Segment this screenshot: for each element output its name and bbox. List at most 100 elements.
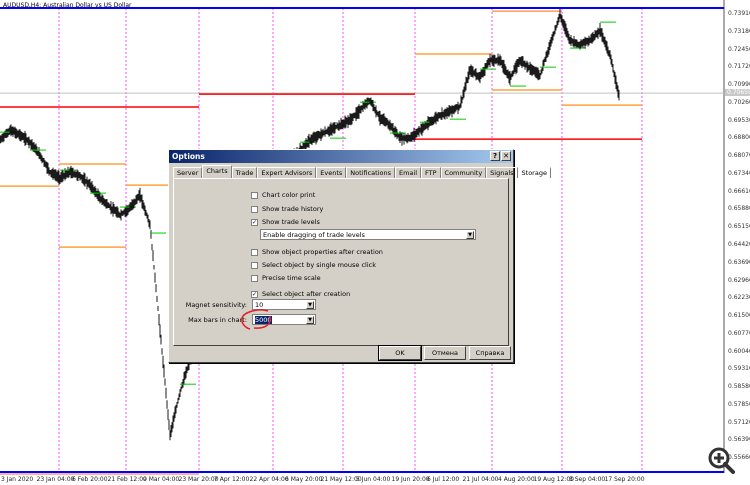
tab-trade[interactable]: Trade — [231, 167, 258, 178]
date-label: 3 Sep 04:00 — [569, 476, 606, 483]
tab-expert-advisors[interactable]: Expert Advisors — [257, 167, 317, 178]
checkbox-row[interactable]: Chart color print — [251, 191, 315, 199]
checkbox-row[interactable]: Show trade history — [251, 205, 323, 213]
tab-signals[interactable]: Signals — [486, 167, 518, 178]
tab-bar: Server Charts Trade Expert Advisors Events No… — [173, 165, 551, 178]
date-label: 21 Jul 04:00 — [462, 476, 499, 483]
dialog-titlebar[interactable]: Options ? ✕ — [169, 150, 513, 163]
checkbox-label: Show trade levels — [262, 218, 320, 226]
checkbox[interactable] — [251, 191, 258, 199]
checkbox[interactable] — [251, 261, 258, 269]
checkbox-row[interactable]: ✓ Select object after creation — [251, 290, 350, 298]
close-icon[interactable]: ✕ — [501, 151, 511, 161]
magnet-sensitivity-label: Magnet sensitivity: — [185, 301, 247, 309]
date-label: 4 Aug 20:00 — [498, 476, 535, 483]
checkbox-label: Chart color print — [262, 191, 316, 199]
date-label: 9 Mar 04:00 — [143, 476, 180, 483]
date-label: 3 Jan 2020 — [1, 476, 34, 483]
magnet-sensitivity-select[interactable]: 10 ▼ — [252, 299, 316, 310]
checkbox-label: Select object after creation — [262, 290, 351, 298]
trade-levels-mode-value: Enable dragging of trade levels — [263, 231, 365, 239]
checkbox-row[interactable]: ✓ Show trade levels — [251, 218, 320, 226]
date-label: 23 Mar 20:00 — [178, 476, 219, 483]
magnet-sensitivity-value: 10 — [255, 301, 264, 309]
checkbox-label: Precise time scale — [262, 274, 321, 282]
date-label: 21 Feb 12:00 — [107, 476, 147, 483]
checkbox-row[interactable]: Precise time scale — [251, 274, 321, 282]
checkbox-row[interactable]: Show object properties after creation — [251, 248, 383, 256]
checkbox-label: Select object by single mouse click — [262, 261, 376, 269]
tab-community[interactable]: Community — [440, 167, 487, 178]
checkbox-row[interactable]: Select object by single mouse click — [251, 261, 376, 269]
date-label: 7 Apr 12:00 — [214, 476, 250, 483]
checkbox[interactable] — [251, 248, 258, 256]
date-label: 6 May 20:00 — [285, 476, 323, 483]
zoom-in-icon[interactable] — [707, 446, 737, 476]
help-button[interactable]: Справка — [469, 346, 511, 360]
chart-title: AUDUSD,H4: Australian Dollar vs US Dolla… — [3, 2, 132, 9]
tab-ftp[interactable]: FTP — [421, 167, 441, 178]
tab-charts[interactable]: Charts — [202, 165, 232, 178]
options-dialog: Options ? ✕ Server Charts Trade Expert Advi… — [168, 149, 551, 363]
current-price-label: 0.70659 — [725, 89, 750, 97]
tab-server[interactable]: Server — [173, 167, 203, 178]
cancel-button[interactable]: Отмена — [424, 346, 466, 360]
date-label: 6 Jul 12:00 — [427, 476, 460, 483]
tab-events[interactable]: Events — [316, 167, 347, 178]
charts-panel: Chart color print Show trade history ✓ Show… — [173, 178, 509, 346]
tab-notifications[interactable]: Notifications — [346, 167, 395, 178]
date-label: 23 Jan 04:00 — [36, 476, 75, 483]
chevron-down-icon[interactable]: ▼ — [306, 301, 314, 309]
date-label: 19 Jun 20:00 — [391, 476, 430, 483]
red-annotation-circle — [241, 309, 272, 330]
checkbox[interactable] — [251, 205, 258, 213]
trade-levels-mode-select[interactable]: Enable dragging of trade levels ▼ — [260, 229, 476, 240]
date-label: 17 Sep 20:00 — [604, 476, 645, 483]
dialog-title: Options — [172, 152, 205, 161]
date-label: 6 Feb 20:00 — [72, 476, 108, 483]
max-bars-value[interactable]: 5000 — [255, 316, 272, 324]
checkbox-checked[interactable]: ✓ — [251, 218, 258, 226]
date-label: 5 Jun 04:00 — [356, 476, 391, 483]
chevron-down-icon[interactable]: ▼ — [306, 316, 314, 324]
tab-email[interactable]: Email — [394, 167, 422, 178]
chevron-down-icon[interactable]: ▼ — [466, 231, 474, 239]
max-bars-select[interactable]: 5000 ▼ — [252, 314, 316, 325]
ok-button[interactable]: OK — [378, 345, 422, 361]
checkbox-label: Show object properties after creation — [262, 248, 383, 256]
date-label: 19 Aug 12:00 — [533, 476, 574, 483]
max-bars-label: Max bars in chart: — [188, 316, 247, 324]
tab-storage[interactable]: Storage — [517, 167, 551, 178]
date-label: 22 Apr 04:00 — [249, 476, 289, 483]
checkbox-label: Show trade history — [262, 205, 324, 213]
checkbox[interactable] — [251, 274, 258, 282]
help-icon[interactable]: ? — [490, 151, 500, 161]
checkbox-checked[interactable]: ✓ — [251, 290, 258, 298]
date-label: 21 May 12:00 — [320, 476, 362, 483]
